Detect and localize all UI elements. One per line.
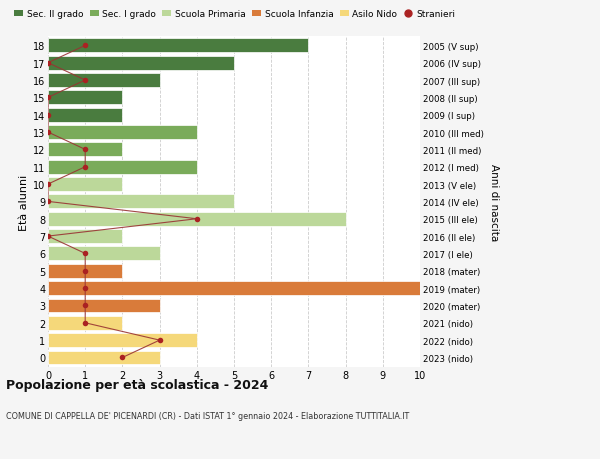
- Point: [43, 233, 53, 240]
- Bar: [48, 143, 122, 157]
- Point: [43, 112, 53, 119]
- Point: [80, 164, 90, 171]
- Point: [80, 285, 90, 292]
- Point: [80, 302, 90, 309]
- Bar: [48, 126, 197, 140]
- Bar: [48, 195, 234, 209]
- Bar: [48, 351, 160, 364]
- Bar: [48, 316, 122, 330]
- Bar: [48, 178, 122, 191]
- Bar: [48, 247, 160, 261]
- Point: [80, 319, 90, 327]
- Bar: [48, 91, 122, 105]
- Bar: [48, 264, 122, 278]
- Point: [80, 146, 90, 154]
- Point: [80, 250, 90, 257]
- Point: [192, 216, 202, 223]
- Y-axis label: Anni di nascita: Anni di nascita: [489, 163, 499, 241]
- Point: [155, 337, 164, 344]
- Point: [118, 354, 127, 361]
- Point: [80, 77, 90, 84]
- Legend: Sec. II grado, Sec. I grado, Scuola Primaria, Scuola Infanzia, Asilo Nido, Stran: Sec. II grado, Sec. I grado, Scuola Prim…: [11, 7, 459, 23]
- Point: [43, 129, 53, 136]
- Y-axis label: Età alunni: Età alunni: [19, 174, 29, 230]
- Bar: [48, 230, 122, 243]
- Bar: [48, 299, 160, 313]
- Text: Popolazione per età scolastica - 2024: Popolazione per età scolastica - 2024: [6, 379, 268, 392]
- Point: [43, 60, 53, 67]
- Bar: [48, 213, 346, 226]
- Bar: [48, 161, 197, 174]
- Point: [80, 268, 90, 275]
- Point: [43, 198, 53, 206]
- Text: COMUNE DI CAPPELLA DE' PICENARDI (CR) - Dati ISTAT 1° gennaio 2024 - Elaborazion: COMUNE DI CAPPELLA DE' PICENARDI (CR) - …: [6, 411, 409, 420]
- Point: [80, 43, 90, 50]
- Bar: [48, 333, 197, 347]
- Point: [43, 181, 53, 188]
- Bar: [48, 39, 308, 53]
- Bar: [48, 74, 160, 88]
- Bar: [48, 108, 122, 123]
- Bar: [48, 281, 420, 296]
- Point: [43, 95, 53, 102]
- Bar: [48, 56, 234, 71]
